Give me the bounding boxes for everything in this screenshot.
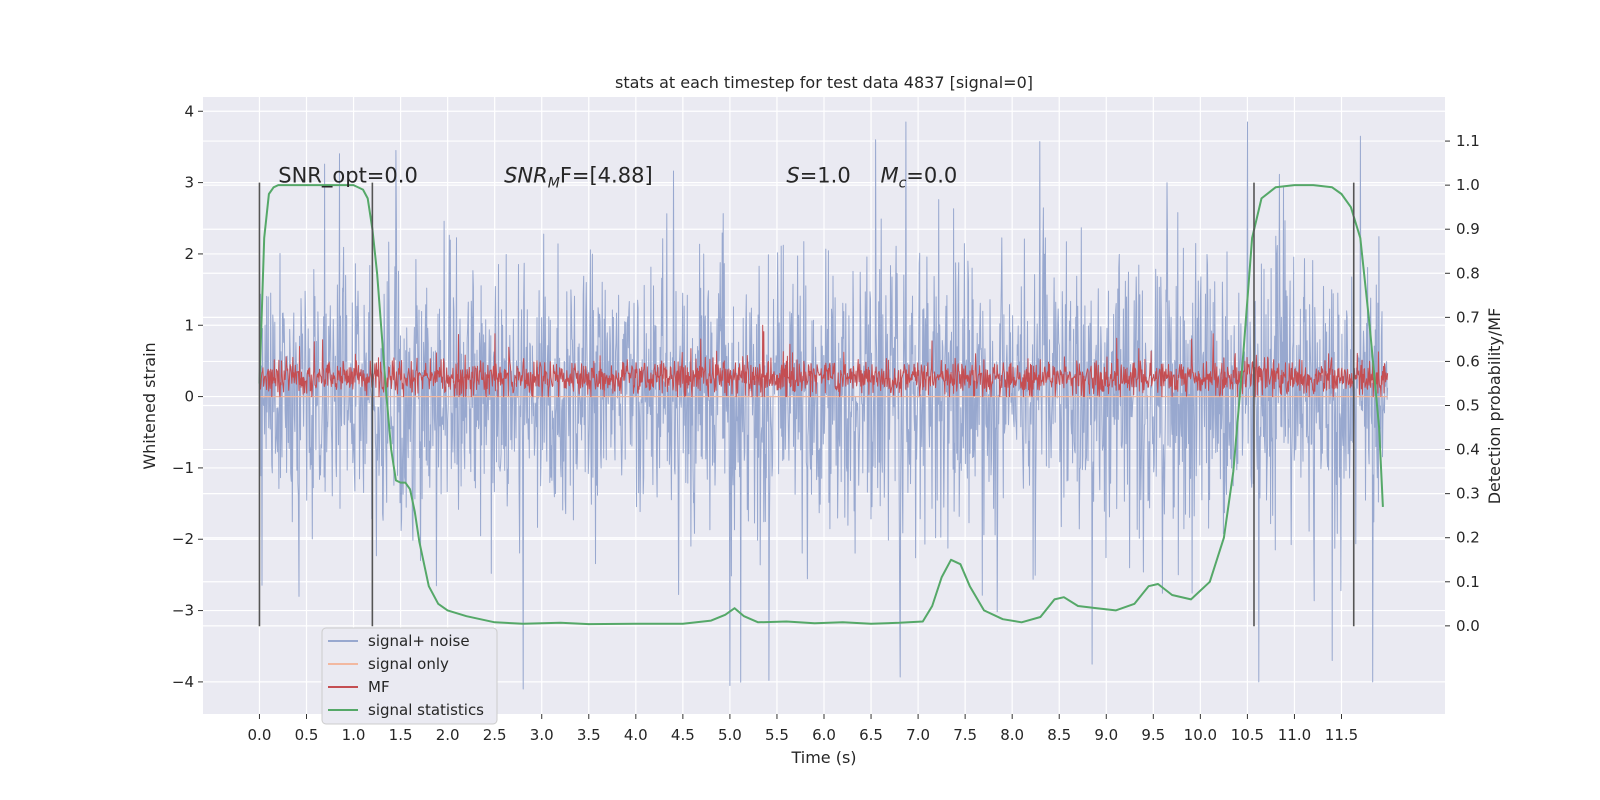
y-tick-label: 3 <box>184 174 194 192</box>
y-axis-label: Whitened strain <box>140 342 159 469</box>
x-tick-label: 0.0 <box>248 726 272 744</box>
x-tick-label: 0.5 <box>295 726 319 744</box>
annotation: S=1.0 <box>786 164 850 188</box>
x-tick-label: 2.0 <box>436 726 460 744</box>
y-right-tick-label: 0.8 <box>1456 264 1480 282</box>
y-right-tick-label: 1.0 <box>1456 176 1480 194</box>
annotations: SNR_opt=0.0 SNRMF=[4.88] S=1.0 Mc=0.0 <box>278 164 957 192</box>
y-tick-label: −1 <box>172 459 194 477</box>
x-tick-label: 4.0 <box>624 726 648 744</box>
y-right-tick-label: 0.4 <box>1456 441 1480 459</box>
x-tick-label: 10.5 <box>1231 726 1264 744</box>
y-right-tick-label: 0.7 <box>1456 308 1480 326</box>
x-tick-label: 7.5 <box>953 726 977 744</box>
annotation: SNR_opt=0.0 <box>278 164 418 189</box>
legend-label: signal+ noise <box>368 632 470 650</box>
y-tick-label: 2 <box>184 245 194 263</box>
x-tick-label: 7.0 <box>906 726 930 744</box>
y-right-axis-label: Detection probability/MF <box>1485 308 1504 505</box>
x-tick-label: 3.0 <box>530 726 554 744</box>
x-tick-label: 8.0 <box>1000 726 1024 744</box>
x-tick-label: 4.5 <box>671 726 695 744</box>
x-tick-label: 5.0 <box>718 726 742 744</box>
y-right-tick-label: 0.9 <box>1456 220 1480 238</box>
x-tick-label: 9.0 <box>1094 726 1118 744</box>
chart-title: stats at each timestep for test data 483… <box>615 73 1033 92</box>
y-tick-label: −3 <box>172 602 194 620</box>
y-tick-label: 1 <box>184 316 194 334</box>
legend-label: MF <box>368 678 390 696</box>
y-right-tick-label: 0.1 <box>1456 573 1480 591</box>
y-tick-label: −2 <box>172 530 194 548</box>
series-signal-noise <box>259 121 1389 690</box>
x-tick-label: 10.0 <box>1184 726 1217 744</box>
legend-box <box>321 627 498 725</box>
y-right-tick-label: 1.1 <box>1456 132 1480 150</box>
series-layer <box>258 121 1389 690</box>
legend-label: signal statistics <box>368 701 484 719</box>
x-tick-label: 11.0 <box>1278 726 1311 744</box>
annotation: SNRMF=[4.88] <box>504 164 653 192</box>
y-right-tick-label: 0.0 <box>1456 617 1480 635</box>
x-tick-label: 9.5 <box>1141 726 1165 744</box>
x-tick-label: 8.5 <box>1047 726 1071 744</box>
x-axis-label: Time (s) <box>790 748 856 767</box>
vertical-markers <box>258 182 1355 627</box>
y-tick-label: −4 <box>172 673 194 691</box>
y-right-tick-label: 0.6 <box>1456 352 1480 370</box>
x-tick-label: 1.5 <box>389 726 413 744</box>
legend: signal+ noise signal only MF signal statist… <box>321 627 498 725</box>
x-tick-label: 2.5 <box>483 726 507 744</box>
y-tick-label: 4 <box>184 102 194 120</box>
y-right-tick-label: 0.5 <box>1456 397 1480 415</box>
x-tick-label: 6.5 <box>859 726 883 744</box>
x-tick-label: 3.5 <box>577 726 601 744</box>
series-mf <box>259 324 1389 398</box>
x-tick-label: 6.0 <box>812 726 836 744</box>
y-right-tick-label: 0.3 <box>1456 485 1480 503</box>
x-tick-label: 1.0 <box>342 726 366 744</box>
tick-labels: 0.0 0.5 1.0 1.5 2.0 2.5 3.0 3.5 4.0 4.5 5.0 5.5 6.0 6… <box>172 102 1480 744</box>
annotation: Mc=0.0 <box>880 164 957 192</box>
x-tick-label: 5.5 <box>765 726 789 744</box>
x-tick-label: 11.5 <box>1325 726 1358 744</box>
y-right-tick-label: 0.2 <box>1456 529 1480 547</box>
legend-label: signal only <box>368 655 449 673</box>
series-signal-statistics <box>258 184 1384 626</box>
y-tick-label: 0 <box>184 388 194 406</box>
